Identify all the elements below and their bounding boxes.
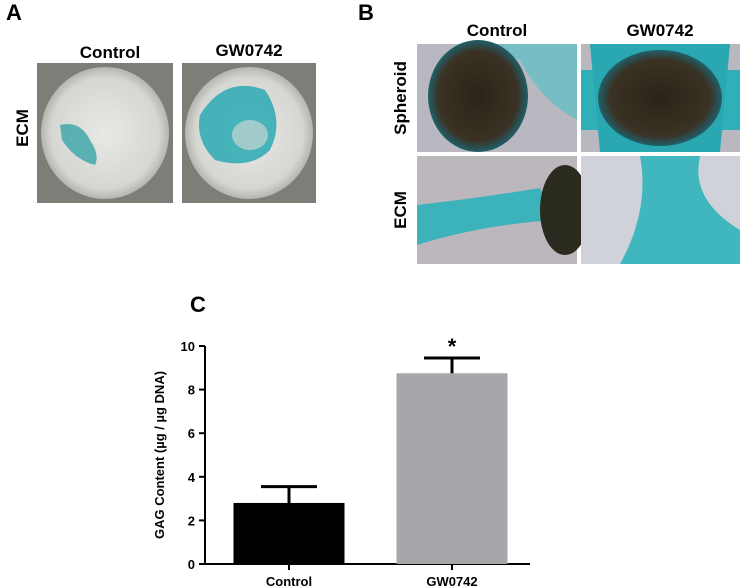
error-bar xyxy=(424,356,480,374)
photo-b-control-ecm xyxy=(417,156,590,264)
column-header: GW0742 xyxy=(626,21,693,40)
panel-label: A xyxy=(6,0,22,25)
y-tick-label: 0 xyxy=(188,557,195,572)
y-tick-label: 10 xyxy=(181,339,195,354)
photo-a-gw0742 xyxy=(182,63,316,203)
photo-b-gw0742-spheroid xyxy=(581,44,740,152)
y-tick-label: 4 xyxy=(188,470,196,485)
panel-label: B xyxy=(358,0,374,25)
y-tick-label: 6 xyxy=(188,426,195,441)
panel-label: C xyxy=(190,292,206,317)
column-header: GW0742 xyxy=(215,41,282,60)
y-axis-label: GAG Content (µg / µg DNA) xyxy=(152,371,167,539)
photo-b-control-spheroid xyxy=(417,40,577,152)
photo-b-gw0742-ecm xyxy=(581,156,740,264)
x-tick-label: GW0742 xyxy=(426,574,477,588)
row-header: Spheroid xyxy=(391,61,410,135)
y-tick-label: 8 xyxy=(188,383,195,398)
significance-marker: * xyxy=(448,334,457,359)
photo-a-control xyxy=(37,63,173,203)
row-header: ECM xyxy=(391,191,410,229)
bar xyxy=(396,373,508,564)
column-header: Control xyxy=(80,43,140,62)
row-header: ECM xyxy=(13,109,32,147)
error-bar xyxy=(261,485,317,503)
y-tick-label: 2 xyxy=(188,513,195,528)
x-tick-label: Control xyxy=(266,574,312,588)
bar xyxy=(233,502,345,564)
column-header: Control xyxy=(467,21,527,40)
